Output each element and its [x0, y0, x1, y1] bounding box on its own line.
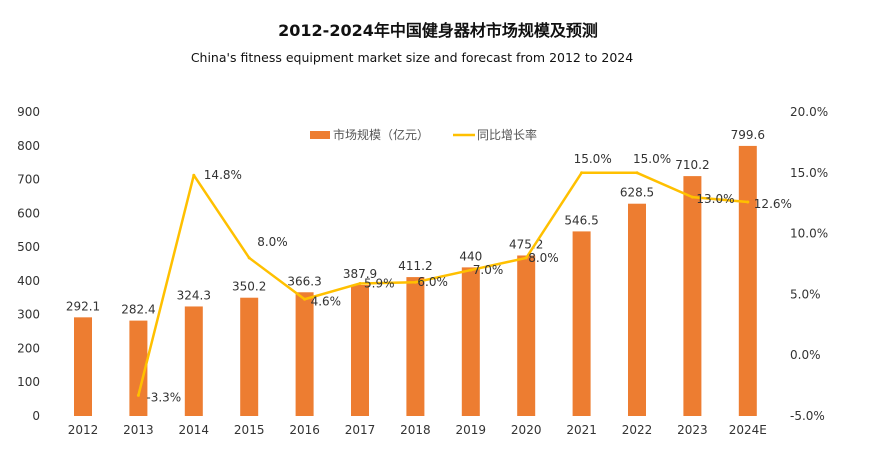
legend-line-label: 同比增长率	[477, 127, 537, 142]
left-axis-tick: 400	[17, 274, 40, 288]
growth-line	[137, 171, 748, 396]
bar-value-label: 282.4	[121, 303, 155, 317]
growth-value-label: 14.8%	[204, 168, 242, 182]
bar-value-label: 475.2	[509, 237, 543, 251]
x-axis-tick: 2016	[289, 423, 320, 437]
bar	[129, 320, 148, 416]
left-axis-tick: 0	[32, 409, 40, 423]
legend-bar-swatch	[310, 131, 330, 139]
bar-value-label: 324.3	[177, 288, 211, 302]
growth-value-label: 12.6%	[754, 197, 792, 211]
growth-value-label: 15.0%	[574, 152, 612, 166]
left-axis-tick: 200	[17, 341, 40, 355]
growth-point	[746, 200, 750, 204]
chart-title: 2012-2024年中国健身器材市场规模及预测	[278, 21, 598, 40]
bar-value-label: 799.6	[731, 128, 765, 142]
x-axis-tick: 2023	[677, 423, 708, 437]
right-axis-tick: 10.0%	[790, 227, 828, 241]
bar	[74, 317, 92, 416]
growth-point	[358, 281, 362, 285]
growth-point	[524, 256, 528, 260]
x-axis-tick: 2024E	[729, 423, 767, 437]
x-axis-tick: 2012	[68, 423, 99, 437]
growth-value-label: 7.0%	[473, 263, 504, 277]
legend-bar-label: 市场规模（亿元）	[333, 127, 429, 142]
bar	[461, 267, 480, 416]
growth-point	[635, 171, 639, 175]
left-axis-tick: 800	[17, 139, 40, 153]
growth-value-label: -3.3%	[146, 390, 181, 404]
bar-value-label: 710.2	[675, 158, 709, 172]
left-axis-tick: 100	[17, 375, 40, 389]
bar-value-label: 292.1	[66, 299, 100, 313]
bar	[628, 203, 646, 416]
growth-value-label: 6.0%	[417, 275, 448, 289]
growth-point	[690, 195, 694, 199]
x-axis-tick: 2021	[566, 423, 597, 437]
bar-value-label: 440	[459, 249, 482, 263]
bar	[683, 176, 702, 416]
x-axis-tick: 2020	[511, 423, 542, 437]
growth-point	[136, 393, 140, 397]
growth-value-label: 13.0%	[696, 192, 734, 206]
growth-value-label: 15.0%	[633, 152, 671, 166]
bar-value-label: 546.5	[564, 213, 598, 227]
growth-point	[303, 297, 307, 301]
growth-point	[247, 256, 251, 260]
growth-point	[413, 280, 417, 284]
x-axis-tick: 2014	[179, 423, 210, 437]
left-axis-tick: 600	[17, 206, 40, 220]
growth-point	[469, 268, 473, 272]
growth-value-label: 8.0%	[528, 251, 559, 265]
x-axis-tick: 2017	[345, 423, 376, 437]
x-axis-tick: 2019	[456, 423, 487, 437]
right-axis-tick: 20.0%	[790, 105, 828, 119]
chart-subtitle: China's fitness equipment market size an…	[191, 50, 633, 65]
x-axis-tick: 2018	[400, 423, 431, 437]
right-axis-tick: 0.0%	[790, 348, 821, 362]
x-axis-tick: 2015	[234, 423, 265, 437]
growth-point	[192, 173, 196, 177]
growth-value-label: 4.6%	[311, 294, 342, 308]
bar-value-label: 366.3	[287, 274, 321, 288]
bar	[572, 231, 591, 416]
bar	[738, 145, 757, 416]
bar	[351, 284, 369, 416]
bar-value-label: 628.5	[620, 186, 654, 200]
bar-value-label: 411.2	[398, 259, 432, 273]
growth-point	[580, 171, 584, 175]
growth-value-label: 5.9%	[364, 276, 395, 290]
bar	[240, 297, 259, 416]
bar	[184, 306, 203, 416]
bar	[517, 255, 536, 416]
legend: 市场规模（亿元） 同比增长率	[310, 127, 537, 142]
bar-value-label: 350.2	[232, 280, 266, 294]
right-axis-tick: 15.0%	[790, 166, 828, 180]
left-axis-tick: 300	[17, 308, 40, 322]
x-axis-tick: 2013	[123, 423, 154, 437]
right-axis-tick: 5.0%	[790, 287, 821, 301]
growth-value-label: 8.0%	[257, 235, 288, 249]
right-axis-tick: -5.0%	[790, 409, 825, 423]
bar	[406, 277, 425, 416]
left-axis-tick: 900	[17, 105, 40, 119]
left-axis-tick: 700	[17, 173, 40, 187]
left-axis-tick: 500	[17, 240, 40, 254]
bar	[295, 292, 314, 416]
x-axis-tick: 2022	[622, 423, 653, 437]
bar-value-label: 387.9	[343, 267, 377, 281]
